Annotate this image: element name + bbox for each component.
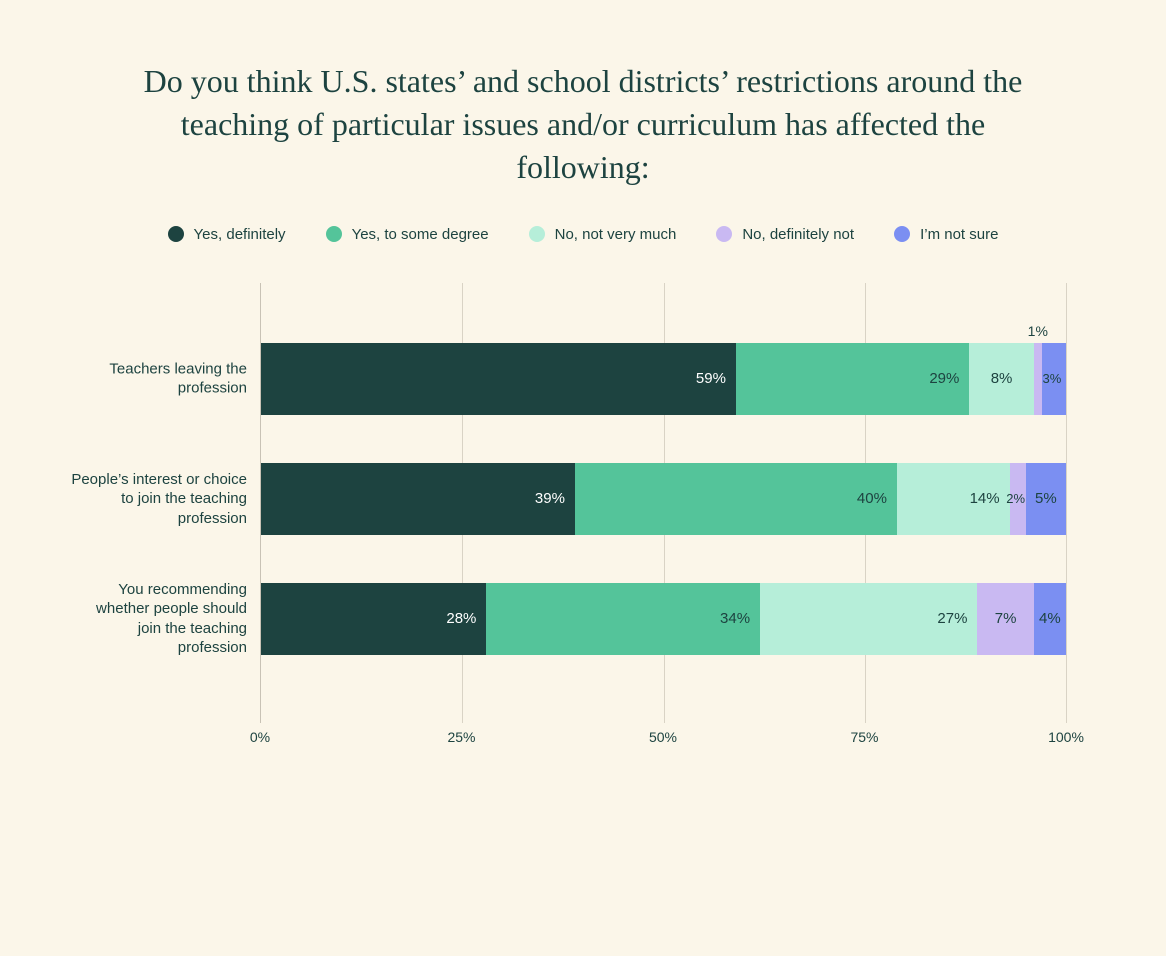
bar-value-label: 7%	[995, 610, 1017, 627]
bar-value-label: 5%	[1035, 490, 1057, 507]
legend-swatch	[168, 226, 184, 242]
bar-row: Teachers leaving the profession59%29%8%1…	[261, 343, 1066, 415]
x-axis: 0%25%50%75%100%	[260, 723, 1066, 753]
legend-label: No, definitely not	[742, 226, 854, 243]
legend-swatch	[529, 226, 545, 242]
bar-value-label: 4%	[1039, 610, 1061, 627]
bar-value-label: 29%	[929, 370, 959, 387]
row-label: People’s interest or choice to join the …	[71, 469, 261, 528]
legend-item: No, not very much	[529, 226, 677, 243]
legend-swatch	[716, 226, 732, 242]
bar-segment: 7%	[977, 583, 1033, 655]
row-label: You recommending whether people should j…	[71, 580, 261, 658]
bar-value-label: 28%	[446, 610, 476, 627]
bar-value-label: 34%	[720, 610, 750, 627]
bar-value-label: 59%	[696, 370, 726, 387]
x-tick-label: 100%	[1048, 729, 1084, 745]
bar-value-label: 40%	[857, 490, 887, 507]
chart-title: Do you think U.S. states’ and school dis…	[133, 60, 1033, 190]
x-tick-label: 0%	[250, 729, 270, 745]
chart-area: Teachers leaving the profession59%29%8%1…	[260, 283, 1066, 753]
bar-segment: 28%	[261, 583, 486, 655]
row-label: Teachers leaving the profession	[71, 359, 261, 398]
plot: Teachers leaving the profession59%29%8%1…	[260, 283, 1066, 723]
bar-segment: 4%	[1034, 583, 1066, 655]
x-tick-label: 25%	[447, 729, 475, 745]
x-tick-label: 75%	[850, 729, 878, 745]
bar-segment: 14%	[897, 463, 1010, 535]
bar-value-label: 27%	[937, 610, 967, 627]
legend-label: No, not very much	[555, 226, 677, 243]
bar-segment: 27%	[760, 583, 977, 655]
legend-item: No, definitely not	[716, 226, 854, 243]
bar-segment: 1%	[1034, 343, 1042, 415]
legend-item: I’m not sure	[894, 226, 998, 243]
legend-swatch	[894, 226, 910, 242]
bar-segment: 8%	[969, 343, 1033, 415]
bar-segment: 39%	[261, 463, 575, 535]
bar-value-label: 39%	[535, 490, 565, 507]
x-tick-label: 50%	[649, 729, 677, 745]
bar-row: People’s interest or choice to join the …	[261, 463, 1066, 535]
bar-segment: 34%	[486, 583, 760, 655]
legend-item: Yes, definitely	[168, 226, 286, 243]
bar-value-label: 14%	[970, 490, 1000, 507]
legend-item: Yes, to some degree	[326, 226, 489, 243]
bar-value-label: 3%	[1042, 371, 1061, 386]
bar-segment: 40%	[575, 463, 897, 535]
bar-segment: 29%	[736, 343, 969, 415]
bar-segment: 3%	[1042, 343, 1066, 415]
legend-label: I’m not sure	[920, 226, 998, 243]
bar-segment: 2%	[1010, 463, 1026, 535]
gridline	[1066, 283, 1067, 723]
legend-label: Yes, to some degree	[352, 226, 489, 243]
legend-swatch	[326, 226, 342, 242]
bar-segment: 59%	[261, 343, 736, 415]
bar-value-label: 8%	[991, 370, 1013, 387]
bar-segment: 5%	[1026, 463, 1066, 535]
legend-label: Yes, definitely	[194, 226, 286, 243]
bar-value-label: 1%	[1028, 323, 1048, 343]
bar-row: You recommending whether people should j…	[261, 583, 1066, 655]
bar-value-label: 2%	[1006, 491, 1025, 506]
legend: Yes, definitely Yes, to some degree No, no…	[60, 226, 1106, 243]
